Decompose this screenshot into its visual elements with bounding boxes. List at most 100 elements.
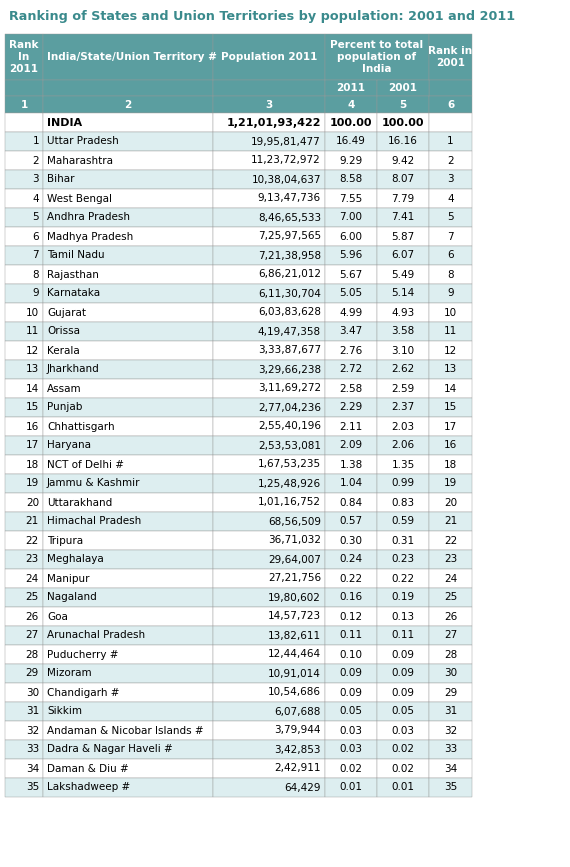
Text: Meghalaya: Meghalaya: [47, 555, 104, 564]
Text: 12,44,464: 12,44,464: [268, 649, 321, 660]
Text: 11: 11: [444, 327, 457, 336]
Bar: [43, 778, 213, 797]
Bar: [429, 170, 472, 189]
Text: 2011: 2011: [336, 83, 365, 93]
Text: 32: 32: [444, 726, 457, 735]
Bar: [5, 34, 43, 80]
Text: 3.10: 3.10: [392, 346, 414, 355]
Text: 17: 17: [26, 440, 39, 451]
Bar: [5, 588, 43, 607]
Bar: [213, 759, 325, 778]
Bar: [213, 607, 325, 626]
Bar: [377, 721, 429, 740]
Bar: [325, 398, 377, 417]
Bar: [325, 493, 377, 512]
Bar: [213, 322, 325, 341]
Text: Assam: Assam: [47, 383, 82, 394]
Text: 19: 19: [26, 479, 39, 488]
Text: 16.16: 16.16: [388, 136, 418, 147]
Text: 0.02: 0.02: [392, 764, 414, 773]
Text: 7.41: 7.41: [392, 212, 414, 223]
Text: 4: 4: [447, 193, 454, 204]
Text: 7.79: 7.79: [392, 193, 414, 204]
Bar: [5, 493, 43, 512]
Bar: [429, 436, 472, 455]
Text: 10: 10: [444, 308, 457, 317]
Text: 6: 6: [447, 251, 454, 260]
Text: 0.83: 0.83: [392, 498, 414, 507]
Bar: [325, 531, 377, 550]
Text: Maharashtra: Maharashtra: [47, 155, 113, 166]
Text: 0.03: 0.03: [340, 726, 363, 735]
Bar: [325, 170, 377, 189]
Text: 7.55: 7.55: [339, 193, 363, 204]
Text: 9: 9: [447, 289, 454, 298]
Bar: [429, 721, 472, 740]
Bar: [429, 474, 472, 493]
Bar: [43, 607, 213, 626]
Text: 7: 7: [447, 231, 454, 242]
Bar: [377, 208, 429, 227]
Bar: [429, 189, 472, 208]
Text: 0.22: 0.22: [392, 573, 414, 583]
Text: 0.09: 0.09: [392, 688, 414, 697]
Text: 0.03: 0.03: [392, 726, 414, 735]
Bar: [429, 246, 472, 265]
Text: India/State/Union Territory #: India/State/Union Territory #: [47, 52, 217, 62]
Text: 8: 8: [447, 270, 454, 279]
Bar: [325, 113, 377, 132]
Text: 18: 18: [26, 460, 39, 470]
Bar: [429, 341, 472, 360]
Text: 0.23: 0.23: [392, 555, 414, 564]
Bar: [43, 645, 213, 664]
Bar: [213, 512, 325, 531]
Text: 26: 26: [444, 611, 457, 622]
Bar: [43, 189, 213, 208]
Text: 24: 24: [444, 573, 457, 583]
Bar: [377, 341, 429, 360]
Text: 25: 25: [26, 592, 39, 603]
Text: Jharkhand: Jharkhand: [47, 364, 100, 375]
Text: 5.49: 5.49: [392, 270, 414, 279]
Text: 3,42,853: 3,42,853: [275, 745, 321, 754]
Text: 2.76: 2.76: [339, 346, 363, 355]
Bar: [377, 645, 429, 664]
Text: 1,67,53,235: 1,67,53,235: [258, 460, 321, 470]
Bar: [325, 303, 377, 322]
Text: Manipur: Manipur: [47, 573, 89, 583]
Bar: [429, 702, 472, 721]
Bar: [325, 284, 377, 303]
Text: 13,82,611: 13,82,611: [268, 630, 321, 641]
Text: 1.04: 1.04: [340, 479, 363, 488]
Text: 9,13,47,736: 9,13,47,736: [258, 193, 321, 204]
Bar: [213, 398, 325, 417]
Bar: [377, 80, 429, 96]
Text: 30: 30: [444, 668, 457, 679]
Bar: [213, 227, 325, 246]
Bar: [429, 322, 472, 341]
Bar: [377, 265, 429, 284]
Text: 23: 23: [26, 555, 39, 564]
Bar: [213, 379, 325, 398]
Bar: [325, 588, 377, 607]
Text: 0.57: 0.57: [340, 517, 363, 526]
Text: 7: 7: [32, 251, 39, 260]
Text: 3,11,69,272: 3,11,69,272: [258, 383, 321, 394]
Text: 0.02: 0.02: [340, 764, 363, 773]
Bar: [429, 227, 472, 246]
Text: Sikkim: Sikkim: [47, 707, 82, 716]
Bar: [325, 740, 377, 759]
Bar: [5, 569, 43, 588]
Bar: [325, 683, 377, 702]
Bar: [377, 417, 429, 436]
Bar: [5, 398, 43, 417]
Text: 1: 1: [21, 100, 27, 109]
Bar: [213, 436, 325, 455]
Bar: [377, 493, 429, 512]
Bar: [213, 588, 325, 607]
Text: 19,80,602: 19,80,602: [268, 592, 321, 603]
Text: 6,11,30,704: 6,11,30,704: [258, 289, 321, 298]
Bar: [429, 645, 472, 664]
Bar: [43, 227, 213, 246]
Bar: [325, 151, 377, 170]
